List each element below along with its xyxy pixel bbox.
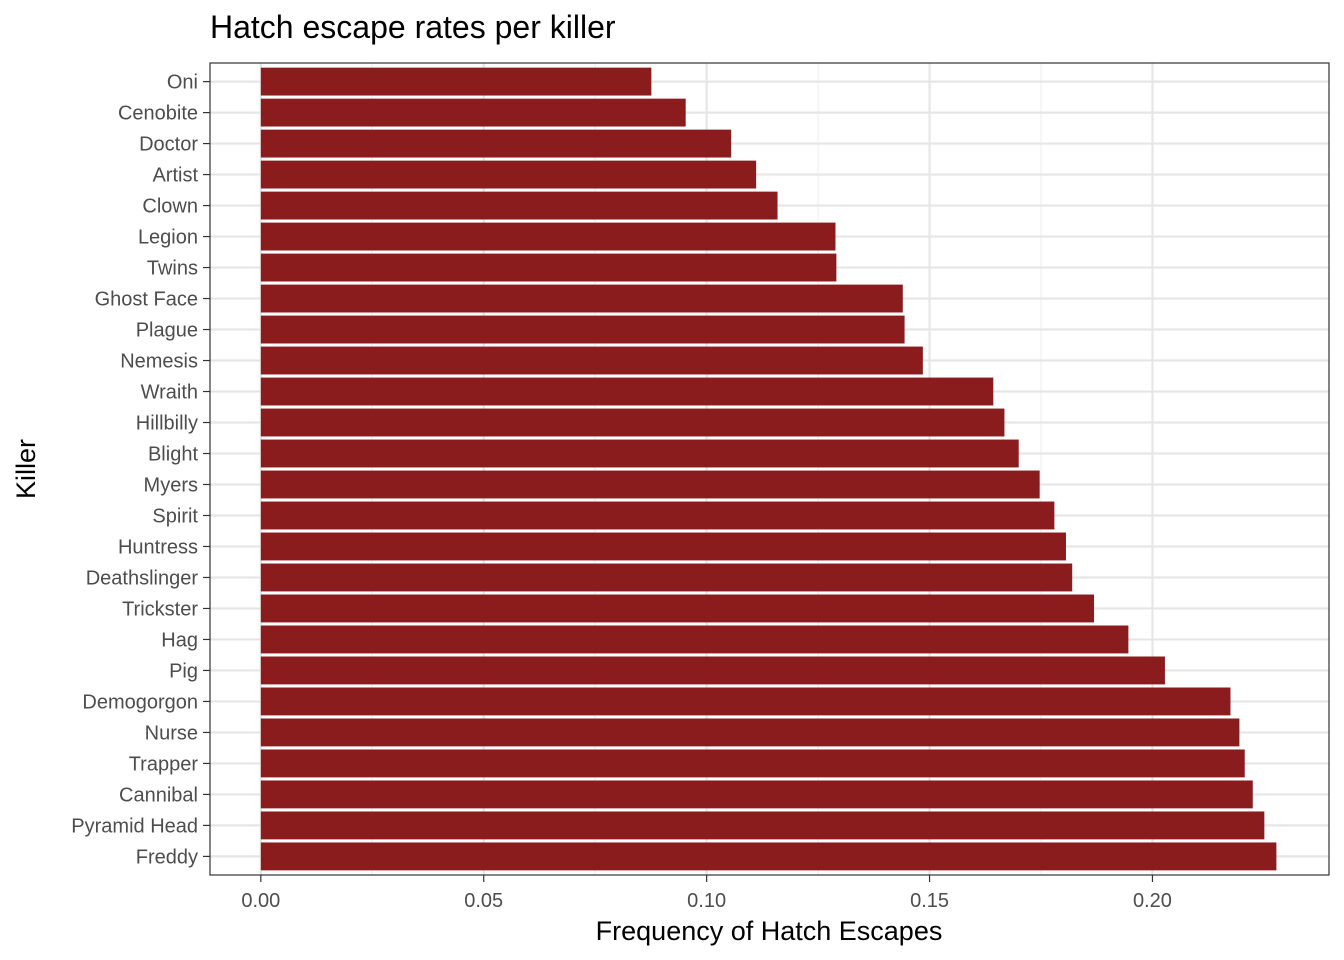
bar	[260, 718, 1240, 747]
bar	[260, 656, 1165, 685]
bar	[260, 253, 837, 282]
y-tick-label: Hillbilly	[136, 413, 198, 435]
y-tick-label: Spirit	[152, 505, 198, 527]
x-tick-label: 0.05	[464, 890, 503, 912]
bar	[260, 470, 1040, 499]
bar	[260, 439, 1019, 468]
x-tick-label: 0.15	[910, 890, 949, 912]
y-tick-label: Ghost Face	[95, 289, 198, 311]
bar	[260, 780, 1253, 809]
bar	[260, 532, 1066, 561]
bar	[260, 501, 1055, 530]
y-tick-label: Blight	[148, 444, 198, 466]
bar	[260, 222, 836, 251]
bar	[260, 377, 994, 406]
y-tick-label: Trapper	[129, 753, 199, 775]
y-tick-label: Cenobite	[118, 103, 198, 125]
y-tick-label: Legion	[138, 227, 198, 249]
y-tick-label: Cannibal	[119, 784, 198, 806]
x-axis-title: Frequency of Hatch Escapes	[596, 916, 943, 946]
plot-border	[209, 62, 1330, 876]
bars	[260, 67, 1277, 871]
y-tick-label: Artist	[152, 165, 198, 187]
bar	[260, 594, 1095, 623]
bar	[260, 284, 903, 313]
bar	[260, 67, 652, 96]
y-tick-label: Pig	[169, 660, 198, 682]
y-axis-title: Killer	[11, 439, 41, 499]
bar	[260, 811, 1265, 840]
bar	[260, 563, 1073, 592]
bar	[260, 315, 905, 344]
y-tick-label: Deathslinger	[86, 567, 199, 589]
y-tick-label: Huntress	[118, 536, 198, 558]
y-tick-label: Hag	[161, 629, 198, 651]
chart-title: Hatch escape rates per killer	[210, 9, 616, 45]
y-tick-label: Clown	[142, 196, 198, 218]
y-tick-label: Myers	[144, 474, 198, 496]
y-tick-label: Demogorgon	[82, 691, 198, 713]
y-tick-label: Nurse	[145, 722, 198, 744]
bar	[260, 98, 686, 127]
y-tick-label: Nemesis	[120, 351, 198, 373]
x-axis: 0.00 0.05 0.10 0.15 0.20	[241, 875, 1172, 912]
bar	[260, 625, 1129, 654]
bar	[260, 160, 757, 189]
bar	[260, 191, 778, 220]
bar	[260, 346, 923, 375]
bar	[260, 687, 1231, 716]
y-axis: Oni Cenobite Doctor Artist Clown Legion Twins G…	[71, 72, 210, 868]
x-tick-label: 0.00	[241, 890, 280, 912]
bar	[260, 749, 1245, 778]
bar	[260, 842, 1277, 871]
y-tick-label: Twins	[147, 258, 198, 280]
bar	[260, 129, 732, 158]
bar	[260, 408, 1005, 437]
y-tick-label: Freddy	[136, 846, 198, 868]
y-tick-label: Doctor	[139, 134, 198, 156]
x-tick-label: 0.20	[1133, 890, 1172, 912]
x-tick-label: 0.10	[687, 890, 726, 912]
y-tick-label: Wraith	[141, 382, 198, 404]
y-tick-label: Trickster	[122, 598, 198, 620]
y-tick-label: Plague	[136, 320, 198, 342]
y-tick-label: Pyramid Head	[71, 815, 198, 837]
y-tick-label: Oni	[167, 72, 198, 94]
